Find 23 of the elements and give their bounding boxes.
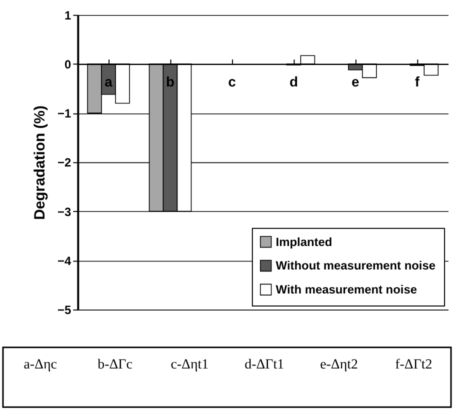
y-tick-label: −5 bbox=[58, 303, 72, 318]
text: c-Δηt1 bbox=[170, 357, 209, 372]
text: d-ΔΓt1 bbox=[244, 357, 284, 372]
text: e-Δηt2 bbox=[320, 357, 358, 372]
legend-label: Without measurement noise bbox=[276, 258, 436, 273]
text: b-ΔΓc bbox=[98, 357, 132, 372]
y-tick-label: −4 bbox=[58, 254, 72, 268]
legend-label: Implanted bbox=[276, 234, 332, 249]
x-tick-label: c bbox=[228, 73, 236, 90]
y-tick-label: −1 bbox=[58, 106, 72, 121]
x-tick-label: d bbox=[289, 73, 298, 90]
y-tick-label: 0 bbox=[64, 57, 72, 72]
y-tick-label: −2 bbox=[58, 156, 72, 170]
x-tick-label: a bbox=[104, 73, 113, 90]
text: a-Δηc bbox=[24, 357, 57, 372]
x-tick-label: f bbox=[414, 73, 420, 90]
y-tick-label: −3 bbox=[58, 204, 72, 219]
legend-label: With measurement noise bbox=[276, 282, 418, 297]
y-axis-title: Degradation (%) bbox=[32, 105, 49, 220]
text: f-ΔΓt2 bbox=[395, 357, 432, 372]
x-tick-label: b bbox=[166, 73, 175, 90]
x-tick-label: e bbox=[352, 73, 360, 90]
y-tick-label: 1 bbox=[64, 8, 72, 22]
